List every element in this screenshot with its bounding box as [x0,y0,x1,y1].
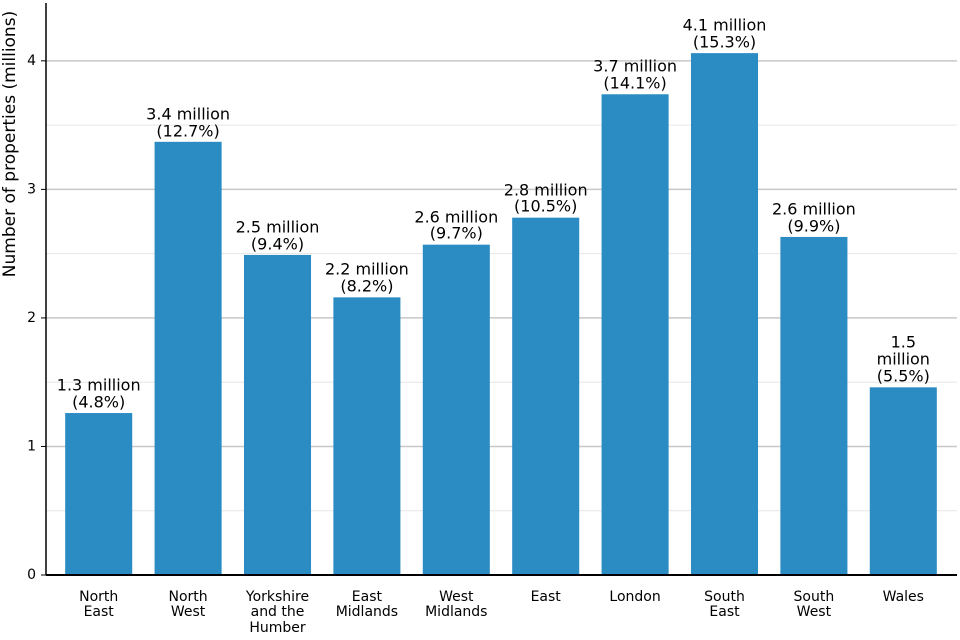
value-label: 2.5 million (9.4%) [235,217,320,254]
bar [601,94,669,575]
bar [512,217,580,575]
y-tick-label: 0 [27,567,36,583]
value-label: 2.6 million (9.7%) [414,207,499,243]
bar [333,297,401,575]
bar [422,244,490,575]
x-tick-label: West Midlands [425,589,488,621]
bar [869,387,937,575]
value-label: 4.1 million (15.3%) [682,15,767,52]
value-label: 2.6 million (9.9%) [771,199,856,236]
x-tick-label: North East [79,589,119,621]
bar [243,254,312,575]
y-tick-label: 3 [27,181,36,197]
bar [690,53,759,576]
x-tick-label: Yorkshire and the Humber [245,589,310,636]
value-label: 2.2 million (8.2%) [324,259,409,296]
value-label: 2.8 million (10.5%) [503,180,588,216]
value-label: 1.3 million (4.8%) [56,375,141,412]
x-tick-label: London [609,589,661,605]
x-tick-label: North West [168,589,208,621]
x-tick-label: South West [793,589,835,621]
x-tick-label: East Midlands [335,589,399,621]
value-label: 1.5 million (5.5%) [876,332,930,386]
bar [65,413,133,575]
bar [780,236,848,575]
x-tick-label: Wales [882,589,924,605]
x-tick-label: South East [704,589,745,621]
x-tick-label: East [530,589,561,605]
y-tick-label: 1 [27,438,36,454]
y-axis-label: Number of properties (millions) [0,11,20,277]
y-tick-label: 4 [27,53,36,69]
y-tick-label: 2 [27,310,36,326]
value-label: 3.4 million (12.7%) [146,104,231,141]
value-label: 3.7 million (14.1%) [593,56,678,93]
bar [154,141,222,575]
